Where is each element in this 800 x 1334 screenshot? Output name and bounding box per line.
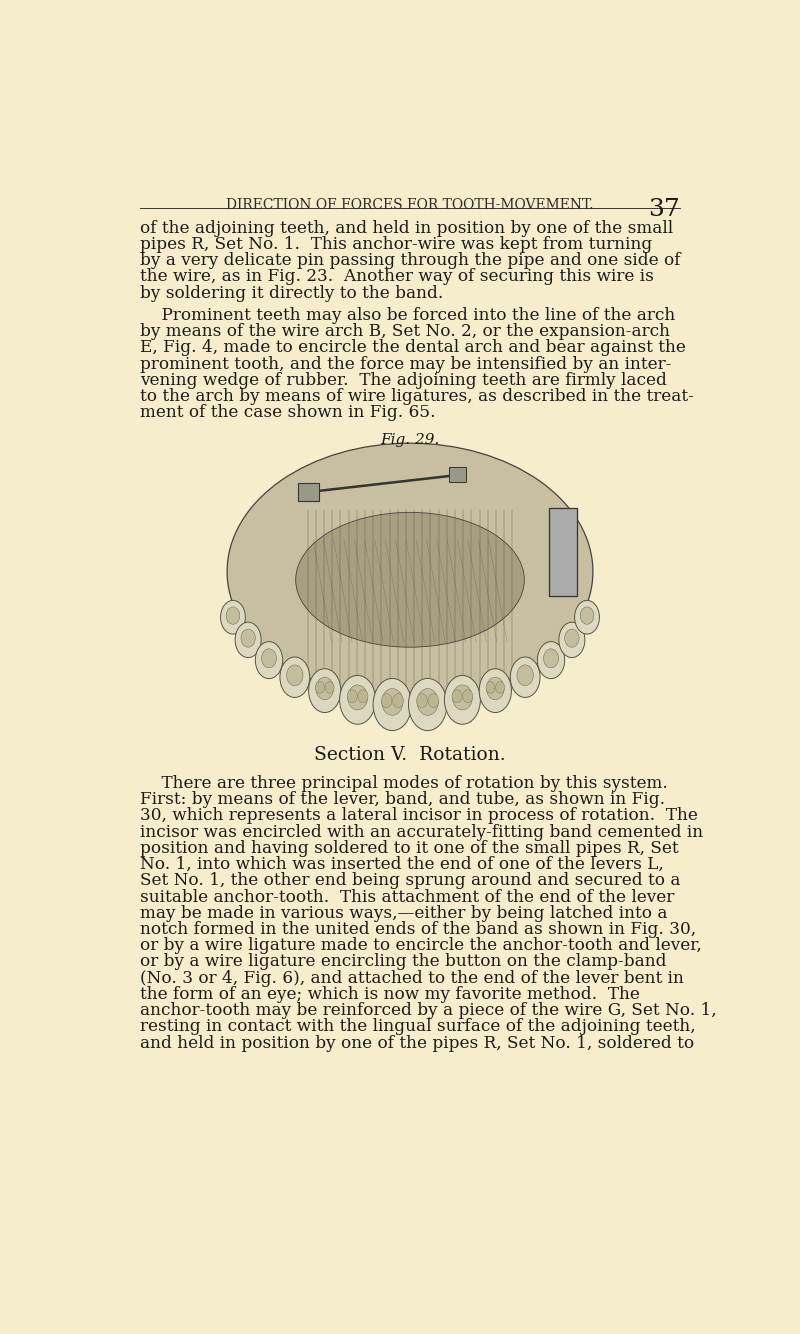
Text: vening wedge of rubber.  The adjoining teeth are firmly laced: vening wedge of rubber. The adjoining te…	[140, 372, 667, 390]
Text: may be made in various ways,—either by being latched into a: may be made in various ways,—either by b…	[140, 904, 668, 922]
Ellipse shape	[565, 630, 579, 647]
Text: or by a wire ligature encircling the button on the clamp-band: or by a wire ligature encircling the but…	[140, 954, 666, 970]
Ellipse shape	[280, 658, 310, 698]
Text: suitable anchor-tooth.  This attachment of the end of the lever: suitable anchor-tooth. This attachment o…	[140, 888, 674, 906]
Text: position and having soldered to it one of the small pipes R, Set: position and having soldered to it one o…	[140, 840, 679, 856]
Ellipse shape	[286, 664, 303, 686]
Ellipse shape	[393, 694, 403, 708]
Text: anchor-tooth may be reinforced by a piece of the wire G, Set No. 1,: anchor-tooth may be reinforced by a piec…	[140, 1002, 717, 1019]
Ellipse shape	[517, 664, 534, 686]
Ellipse shape	[309, 668, 341, 712]
FancyBboxPatch shape	[449, 467, 466, 483]
Text: E, Fig. 4, made to encircle the dental arch and bear against the: E, Fig. 4, made to encircle the dental a…	[140, 339, 686, 356]
Text: resting in contact with the lingual surface of the adjoining teeth,: resting in contact with the lingual surf…	[140, 1018, 696, 1035]
Text: pipes R, Set No. 1.  This anchor-wire was kept from turning: pipes R, Set No. 1. This anchor-wire was…	[140, 236, 653, 253]
Text: There are three principal modes of rotation by this system.: There are three principal modes of rotat…	[140, 775, 668, 792]
Ellipse shape	[325, 682, 334, 694]
Ellipse shape	[486, 678, 504, 700]
Ellipse shape	[445, 675, 480, 724]
Ellipse shape	[348, 684, 367, 710]
Text: by means of the wire arch B, Set No. 2, or the expansion-arch: by means of the wire arch B, Set No. 2, …	[140, 323, 670, 340]
Ellipse shape	[510, 658, 540, 698]
Text: Fig. 29.: Fig. 29.	[380, 434, 440, 447]
Text: 37: 37	[648, 197, 680, 221]
Ellipse shape	[315, 682, 324, 694]
Ellipse shape	[543, 648, 558, 668]
Ellipse shape	[574, 600, 599, 634]
Ellipse shape	[453, 684, 472, 710]
Ellipse shape	[559, 622, 585, 658]
Ellipse shape	[340, 675, 375, 724]
Text: Prominent teeth may also be forced into the line of the arch: Prominent teeth may also be forced into …	[140, 307, 675, 324]
Text: by soldering it directly to the band.: by soldering it directly to the band.	[140, 284, 444, 301]
FancyBboxPatch shape	[549, 508, 578, 596]
Text: DIRECTION OF FORCES FOR TOOTH-MOVEMENT.: DIRECTION OF FORCES FOR TOOTH-MOVEMENT.	[226, 197, 594, 212]
Text: ment of the case shown in Fig. 65.: ment of the case shown in Fig. 65.	[140, 404, 436, 422]
Text: First: by means of the lever, band, and tube, as shown in Fig.: First: by means of the lever, band, and …	[140, 791, 666, 808]
Text: prominent tooth, and the force may be intensified by an inter-: prominent tooth, and the force may be in…	[140, 356, 672, 372]
Ellipse shape	[452, 690, 462, 703]
Text: to the arch by means of wire ligatures, as described in the treat-: to the arch by means of wire ligatures, …	[140, 388, 694, 406]
Text: Set No. 1, the other end being sprung around and secured to a: Set No. 1, the other end being sprung ar…	[140, 872, 681, 890]
Ellipse shape	[235, 622, 261, 658]
Ellipse shape	[417, 688, 438, 715]
Text: the wire, as in Fig. 23.  Another way of securing this wire is: the wire, as in Fig. 23. Another way of …	[140, 268, 654, 285]
Text: by a very delicate pin passing through the pipe and one side of: by a very delicate pin passing through t…	[140, 252, 681, 269]
Ellipse shape	[486, 682, 495, 694]
Ellipse shape	[241, 630, 255, 647]
Ellipse shape	[409, 679, 447, 731]
Ellipse shape	[347, 690, 358, 703]
Ellipse shape	[462, 690, 473, 703]
Ellipse shape	[382, 688, 403, 715]
Ellipse shape	[316, 678, 334, 700]
Ellipse shape	[358, 690, 368, 703]
Ellipse shape	[381, 694, 392, 708]
Text: and held in position by one of the pipes R, Set No. 1, soldered to: and held in position by one of the pipes…	[140, 1035, 694, 1051]
Ellipse shape	[296, 512, 524, 647]
Ellipse shape	[262, 648, 277, 668]
Text: incisor was encircled with an accurately-fitting band cemented in: incisor was encircled with an accurately…	[140, 823, 703, 840]
Text: No. 1, into which was inserted the end of one of the levers L,: No. 1, into which was inserted the end o…	[140, 856, 664, 872]
Ellipse shape	[373, 679, 411, 731]
Ellipse shape	[580, 607, 594, 624]
Text: of the adjoining teeth, and held in position by one of the small: of the adjoining teeth, and held in posi…	[140, 220, 674, 236]
Ellipse shape	[227, 443, 593, 700]
Text: or by a wire ligature made to encircle the anchor-tooth and lever,: or by a wire ligature made to encircle t…	[140, 938, 702, 954]
Ellipse shape	[538, 642, 565, 679]
Ellipse shape	[428, 694, 439, 708]
Text: (No. 3 or 4, Fig. 6), and attached to the end of the lever bent in: (No. 3 or 4, Fig. 6), and attached to th…	[140, 970, 684, 987]
Text: 30, which represents a lateral incisor in process of rotation.  The: 30, which represents a lateral incisor i…	[140, 807, 698, 824]
Ellipse shape	[496, 682, 505, 694]
Ellipse shape	[221, 600, 246, 634]
Text: the form of an eye; which is now my favorite method.  The: the form of an eye; which is now my favo…	[140, 986, 640, 1003]
FancyBboxPatch shape	[298, 483, 318, 502]
Ellipse shape	[226, 607, 240, 624]
Ellipse shape	[417, 694, 427, 708]
Ellipse shape	[479, 668, 511, 712]
Text: notch formed in the united ends of the band as shown in Fig. 30,: notch formed in the united ends of the b…	[140, 920, 697, 938]
Ellipse shape	[255, 642, 282, 679]
Text: Section V.  Rotation.: Section V. Rotation.	[314, 746, 506, 764]
